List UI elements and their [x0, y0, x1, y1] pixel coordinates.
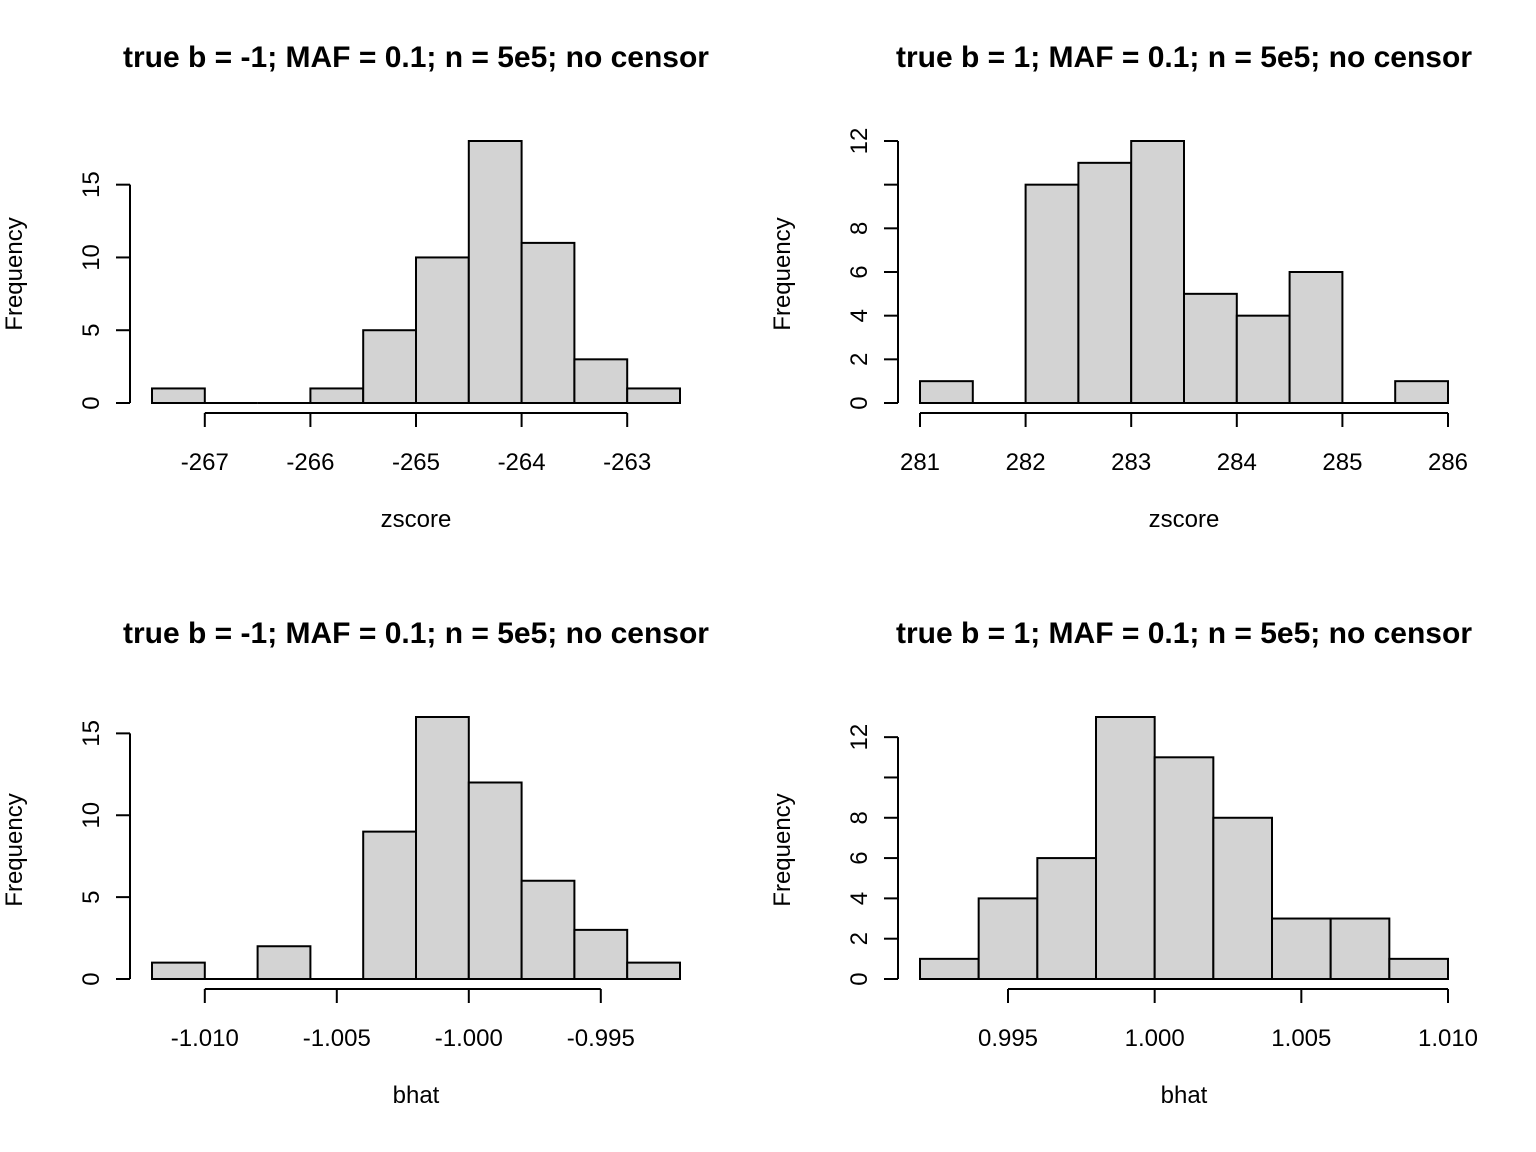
- y-axis-label: Frequency: [769, 793, 796, 906]
- histogram-bar: [151, 961, 206, 980]
- x-axis-label: zscore: [381, 506, 452, 533]
- y-axis-label: Frequency: [1, 793, 28, 906]
- x-axis-label: bhat: [1161, 1082, 1208, 1109]
- x-tick-label: -263: [603, 449, 651, 476]
- histogram-bar: [626, 961, 682, 980]
- y-tick-label: 5: [78, 890, 105, 903]
- x-tick-label: 282: [1006, 449, 1046, 476]
- y-tick-label: 4: [846, 892, 873, 905]
- x-tick-label: -1.010: [171, 1025, 239, 1052]
- histogram-bar: [1394, 380, 1449, 404]
- histogram-bar: [467, 140, 523, 404]
- histogram-panel-2: true b = 1; MAF = 0.1; n = 5e5; no censo…: [769, 41, 1472, 533]
- y-tick-label: 12: [846, 128, 873, 155]
- histogram-bar: [309, 387, 365, 405]
- y-tick-label: 4: [846, 309, 873, 322]
- chart-title: true b = 1; MAF = 0.1; n = 5e5; no censo…: [896, 41, 1472, 74]
- x-tick-label: 1.000: [1125, 1025, 1185, 1052]
- histogram-bar: [573, 928, 629, 980]
- x-tick-label: 1.010: [1418, 1025, 1478, 1052]
- histogram-panel-3: true b = -1; MAF = 0.1; n = 5e5; no cens…: [1, 617, 709, 1109]
- x-tick-label: 283: [1111, 449, 1151, 476]
- histogram-bar: [1024, 183, 1080, 404]
- histogram-bar: [626, 387, 682, 405]
- histogram-bar: [1329, 917, 1391, 980]
- y-tick-label: 6: [846, 851, 873, 864]
- histogram-bar: [919, 957, 980, 980]
- histogram-bar: [256, 945, 312, 980]
- chart-title: true b = -1; MAF = 0.1; n = 5e5; no cens…: [123, 41, 709, 74]
- histogram-bar: [1153, 756, 1215, 980]
- x-tick-label: 1.005: [1271, 1025, 1331, 1052]
- y-tick-label: 2: [846, 353, 873, 366]
- histogram-bar: [1077, 161, 1133, 404]
- histogram-bar: [1036, 857, 1098, 980]
- x-tick-label: -0.995: [567, 1025, 635, 1052]
- y-tick-label: 8: [846, 222, 873, 235]
- histogram-bar: [1271, 917, 1332, 980]
- histogram-bar: [1212, 816, 1274, 980]
- y-tick-label: 15: [78, 171, 105, 198]
- x-axis-label: bhat: [393, 1082, 440, 1109]
- histogram-bar: [1288, 271, 1344, 404]
- y-tick-label: 10: [78, 802, 105, 829]
- histogram-bar: [573, 358, 629, 405]
- x-axis-label: zscore: [1149, 506, 1220, 533]
- y-tick-label: 0: [846, 972, 873, 985]
- histogram-bar: [977, 897, 1039, 981]
- histogram-bar: [151, 387, 206, 405]
- histogram-panel-1: true b = -1; MAF = 0.1; n = 5e5; no cens…: [1, 41, 709, 533]
- histogram-bar: [362, 830, 418, 980]
- histogram-bar: [1183, 292, 1238, 405]
- histogram-bar: [362, 329, 418, 405]
- histogram-bar: [415, 256, 470, 405]
- y-tick-label: 0: [78, 396, 105, 409]
- histogram-bar: [1235, 314, 1291, 404]
- histogram-bar: [467, 781, 523, 980]
- y-tick-label: 0: [846, 396, 873, 409]
- y-tick-label: 0: [78, 972, 105, 985]
- y-tick-label: 15: [78, 720, 105, 747]
- y-tick-label: 10: [78, 244, 105, 271]
- y-axis-label: Frequency: [769, 217, 796, 330]
- x-tick-label: -264: [498, 449, 546, 476]
- histogram-bar: [520, 879, 576, 980]
- histogram-bar: [919, 380, 974, 404]
- chart-title: true b = 1; MAF = 0.1; n = 5e5; no censo…: [896, 617, 1472, 650]
- x-tick-label: 284: [1217, 449, 1257, 476]
- histogram-bar: [415, 716, 470, 980]
- x-tick-label: -266: [286, 449, 334, 476]
- histogram-panel-4: true b = 1; MAF = 0.1; n = 5e5; no censo…: [769, 617, 1478, 1109]
- y-tick-label: 12: [846, 724, 873, 751]
- x-tick-label: -1.000: [435, 1025, 503, 1052]
- histogram-bar: [1095, 716, 1156, 980]
- x-tick-label: -265: [392, 449, 440, 476]
- y-axis-label: Frequency: [1, 217, 28, 330]
- y-tick-label: 2: [846, 932, 873, 945]
- y-tick-label: 8: [846, 811, 873, 824]
- y-tick-label: 5: [78, 324, 105, 337]
- histogram-bar: [520, 241, 576, 404]
- x-tick-label: -1.005: [303, 1025, 371, 1052]
- y-tick-label: 6: [846, 265, 873, 278]
- x-tick-label: 0.995: [978, 1025, 1038, 1052]
- x-tick-label: 281: [900, 449, 940, 476]
- histogram-bar: [1388, 957, 1450, 980]
- x-tick-label: -267: [181, 449, 229, 476]
- histogram-bar: [1130, 140, 1185, 404]
- x-tick-label: 285: [1322, 449, 1362, 476]
- chart-title: true b = -1; MAF = 0.1; n = 5e5; no cens…: [123, 617, 709, 650]
- x-tick-label: 286: [1428, 449, 1468, 476]
